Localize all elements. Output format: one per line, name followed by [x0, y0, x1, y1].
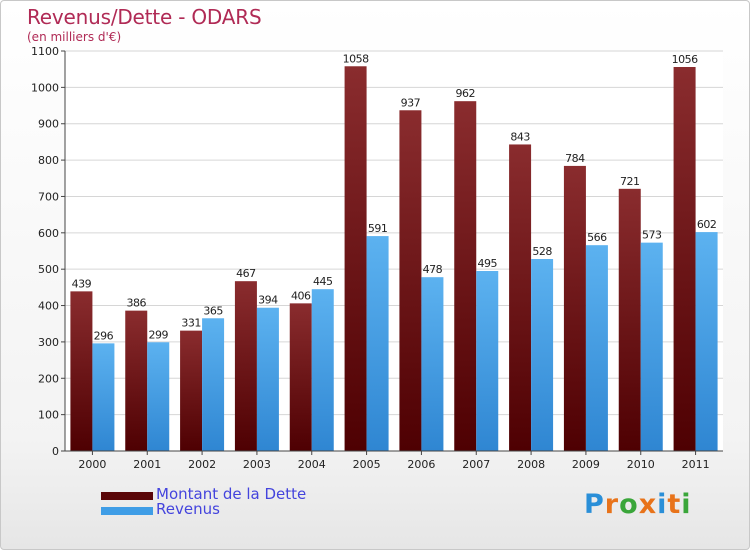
- y-tick-label: 1000: [31, 81, 59, 94]
- plot-area: [65, 51, 723, 451]
- y-tick-label: 700: [38, 190, 59, 203]
- bar-dette-2001: [125, 310, 148, 451]
- bar-revenus-2000: [92, 343, 115, 451]
- data-label-dette-2008: 843: [510, 130, 530, 143]
- bar-revenus-2010: [640, 242, 663, 451]
- y-tick-label: 800: [38, 154, 59, 167]
- legend-swatch-dette: [101, 492, 153, 500]
- x-tick-label: 2006: [407, 458, 435, 471]
- data-label-revenus-2010: 573: [642, 229, 662, 242]
- x-tick-label: 2000: [78, 458, 106, 471]
- y-tick-label: 600: [38, 227, 59, 240]
- bar-revenus-2003: [256, 307, 279, 451]
- data-label-revenus-2011: 602: [697, 218, 717, 231]
- chart-title: Revenus/Dette - ODARS: [27, 5, 262, 29]
- data-label-revenus-2007: 495: [478, 257, 498, 270]
- bar-revenus-2005: [366, 236, 389, 451]
- logo-letter: i: [657, 489, 668, 520]
- logo-letter: t: [667, 489, 682, 520]
- data-label-dette-2003: 467: [236, 267, 256, 280]
- y-tick-label: 400: [38, 300, 59, 313]
- bar-dette-2007: [454, 101, 477, 451]
- bar-revenus-2011: [695, 232, 718, 451]
- bar-dette-2009: [563, 165, 586, 451]
- bar-revenus-2001: [147, 342, 170, 451]
- y-tick-label: 500: [38, 263, 59, 276]
- data-label-revenus-2009: 566: [587, 231, 607, 244]
- bar-dette-2008: [509, 144, 532, 452]
- logo-letter: P: [584, 489, 605, 520]
- y-tick-label: 0: [52, 445, 59, 458]
- data-label-revenus-2004: 445: [313, 275, 333, 288]
- data-label-dette-2002: 331: [181, 317, 201, 330]
- x-tick-label: 2007: [462, 458, 490, 471]
- x-tick-label: 2009: [572, 458, 600, 471]
- data-label-revenus-2001: 299: [149, 328, 169, 341]
- x-tick-label: 2010: [627, 458, 655, 471]
- logo-letter: x: [638, 489, 658, 520]
- bar-revenus-2006: [421, 277, 444, 451]
- bar-revenus-2007: [476, 271, 499, 451]
- data-label-dette-2004: 406: [291, 289, 311, 302]
- x-tick-label: 2001: [133, 458, 161, 471]
- data-label-dette-2010: 721: [620, 175, 640, 188]
- data-label-revenus-2006: 478: [423, 263, 443, 276]
- bar-dette-2010: [618, 188, 641, 451]
- data-label-revenus-2008: 528: [532, 245, 552, 258]
- data-label-dette-2000: 439: [72, 277, 92, 290]
- legend-label-dette: Montant de la Dette: [156, 485, 307, 503]
- data-label-revenus-2003: 394: [258, 294, 278, 307]
- logo-letter: r: [604, 489, 620, 520]
- bar-dette-2004: [289, 303, 312, 451]
- bar-dette-2006: [399, 110, 422, 451]
- data-label-dette-2011: 1056: [672, 53, 698, 66]
- y-tick-label: 1100: [31, 45, 59, 58]
- bar-dette-2000: [70, 291, 93, 451]
- data-label-dette-2007: 962: [456, 87, 476, 100]
- y-tick-label: 100: [38, 409, 59, 422]
- data-label-dette-2006: 937: [401, 96, 421, 109]
- data-label-revenus-2005: 591: [368, 222, 388, 235]
- x-tick-label: 2008: [517, 458, 545, 471]
- bar-revenus-2009: [585, 245, 608, 451]
- x-tick-label: 2002: [188, 458, 216, 471]
- data-label-dette-2005: 1058: [343, 52, 369, 65]
- y-tick-label: 900: [38, 118, 59, 131]
- bar-revenus-2002: [202, 318, 225, 451]
- proxiti-logo: Proxiti: [584, 489, 692, 520]
- bar-dette-2005: [344, 66, 367, 451]
- data-label-revenus-2000: 296: [94, 329, 114, 342]
- bar-revenus-2004: [311, 289, 334, 451]
- x-tick-label: 2003: [243, 458, 271, 471]
- bar-dette-2011: [673, 67, 696, 451]
- x-tick-label: 2011: [682, 458, 710, 471]
- x-tick-label: 2005: [353, 458, 381, 471]
- bar-dette-2002: [180, 330, 203, 451]
- bar-revenus-2008: [531, 259, 554, 451]
- data-label-revenus-2002: 365: [203, 304, 223, 317]
- logo-letter: i: [681, 489, 692, 520]
- legend-swatch-revenus: [101, 507, 153, 515]
- x-tick-label: 2004: [298, 458, 326, 471]
- data-label-dette-2009: 784: [565, 152, 585, 165]
- y-tick-label: 300: [38, 336, 59, 349]
- chart-subtitle: (en milliers d'€): [27, 30, 122, 44]
- y-tick-label: 200: [38, 372, 59, 385]
- legend-label-revenus: Revenus: [156, 500, 220, 518]
- data-label-dette-2001: 386: [127, 297, 147, 310]
- logo-letter: o: [619, 489, 639, 520]
- bar-dette-2003: [234, 281, 257, 451]
